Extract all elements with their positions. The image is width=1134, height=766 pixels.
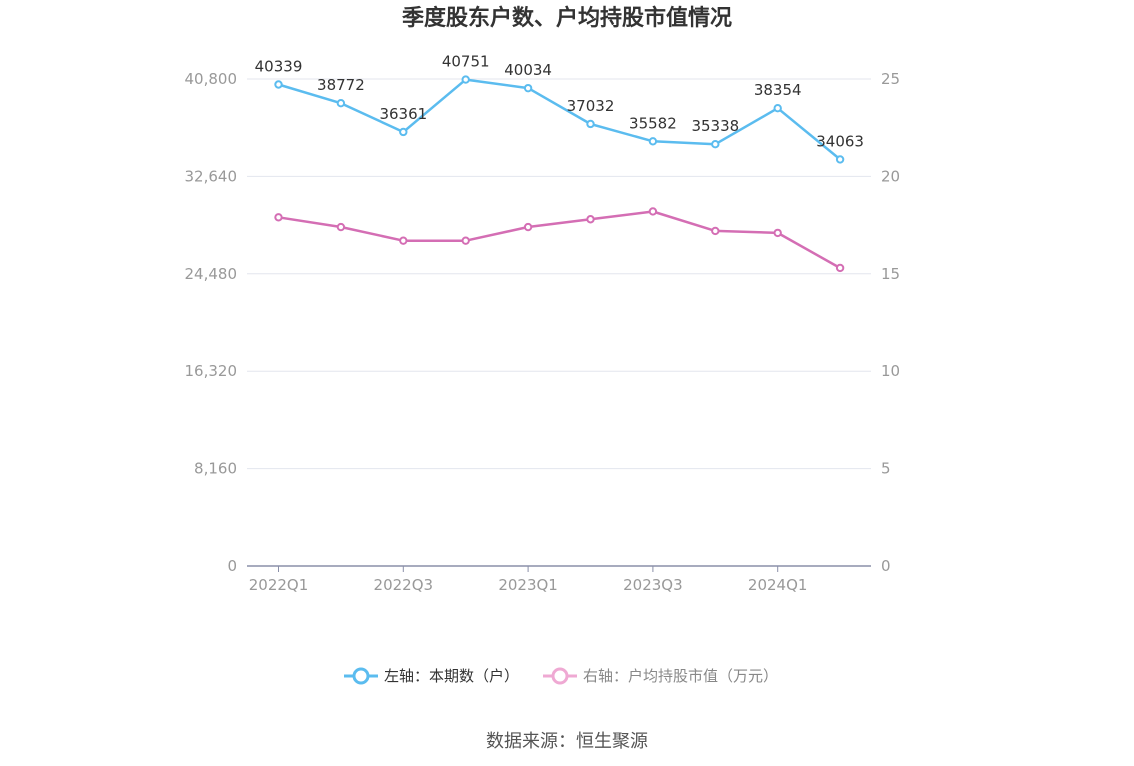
- point-avg-holding-value: [835, 263, 845, 273]
- point-avg-holding-value: [523, 222, 533, 232]
- data-label-shareholders: 37032: [567, 97, 615, 115]
- x-tick-label: 2022Q1: [249, 576, 309, 594]
- data-labels: 40339 38772 36361 40751 40034 37032 35582 35338…: [255, 53, 864, 151]
- legend-item-right-axis[interactable]: 右轴：户均持股市值（万元）: [543, 667, 778, 685]
- data-label-shareholders: 34063: [816, 132, 864, 150]
- point-avg-holding-value: [586, 215, 595, 224]
- y-right-tick-label: 20: [881, 167, 900, 185]
- x-tick-label: 2024Q1: [748, 576, 808, 594]
- data-label-shareholders: 36361: [379, 105, 427, 123]
- y-left-tick-label: 0: [227, 557, 237, 575]
- point-avg-holding-value: [773, 228, 782, 238]
- point-shareholders: [399, 127, 408, 137]
- y-left-tick-label: 24,480: [185, 265, 238, 283]
- y-right-tick-label: 25: [881, 70, 900, 88]
- point-shareholders: [523, 83, 533, 93]
- point-avg-holding-value: [648, 207, 658, 216]
- data-label-shareholders: 40751: [442, 53, 490, 71]
- point-shareholders: [274, 80, 283, 89]
- source-text: 数据来源：恒生聚源: [486, 731, 648, 752]
- x-tick-label: 2023Q1: [498, 576, 558, 594]
- point-shareholders: [773, 103, 782, 113]
- legend[interactable]: 左轴：本期数（户） 右轴：户均持股市值（万元）: [344, 667, 778, 685]
- point-avg-holding-value: [461, 236, 470, 245]
- y-left-tick-label: 16,320: [185, 362, 238, 380]
- grid: [247, 78, 871, 470]
- series-line-shareholders: [278, 78, 841, 161]
- point-shareholders: [336, 99, 346, 108]
- legend-marker-left: [352, 667, 370, 685]
- data-label-shareholders: 35582: [629, 114, 677, 132]
- legend-label-left: 左轴：本期数（户）: [384, 667, 519, 685]
- y-left-tick-label: 8,160: [194, 460, 237, 478]
- point-avg-holding-value: [274, 213, 283, 222]
- point-shareholders: [648, 137, 658, 146]
- series: [274, 75, 845, 273]
- chart-title: 季度股东户数、户均持股市值情况: [402, 5, 732, 31]
- series-line-avg-holding-value: [278, 210, 841, 270]
- axes: 0 8,160 16,320 24,480 32,640 40,800 0 5 10 15 20 25…: [185, 70, 901, 594]
- y-left-tick-label: 40,800: [185, 70, 238, 88]
- point-avg-holding-value: [399, 236, 408, 245]
- point-shareholders: [586, 119, 595, 129]
- data-label-shareholders: 35338: [691, 117, 739, 135]
- y-right-tick-label: 10: [881, 362, 900, 380]
- legend-label-right: 右轴：户均持股市值（万元）: [583, 667, 778, 685]
- point-shareholders: [461, 75, 470, 84]
- x-tick-label: 2023Q3: [623, 576, 683, 594]
- legend-item-left-axis[interactable]: 左轴：本期数（户）: [344, 667, 519, 685]
- x-tick-label: 2022Q3: [374, 576, 434, 594]
- y-right-tick-label: 5: [881, 460, 891, 478]
- legend-marker-right: [551, 667, 569, 685]
- point-avg-holding-value: [336, 222, 346, 232]
- data-label-shareholders: 38772: [317, 76, 365, 94]
- data-label-shareholders: 40339: [255, 58, 303, 76]
- y-right-tick-label: 0: [881, 557, 891, 575]
- data-label-shareholders: 38354: [754, 81, 802, 99]
- data-label-shareholders: 40034: [504, 61, 552, 79]
- point-shareholders: [711, 139, 720, 149]
- y-right-tick-label: 15: [881, 265, 900, 283]
- point-avg-holding-value: [711, 226, 720, 236]
- y-left-tick-label: 32,640: [185, 167, 238, 185]
- point-shareholders: [835, 155, 845, 164]
